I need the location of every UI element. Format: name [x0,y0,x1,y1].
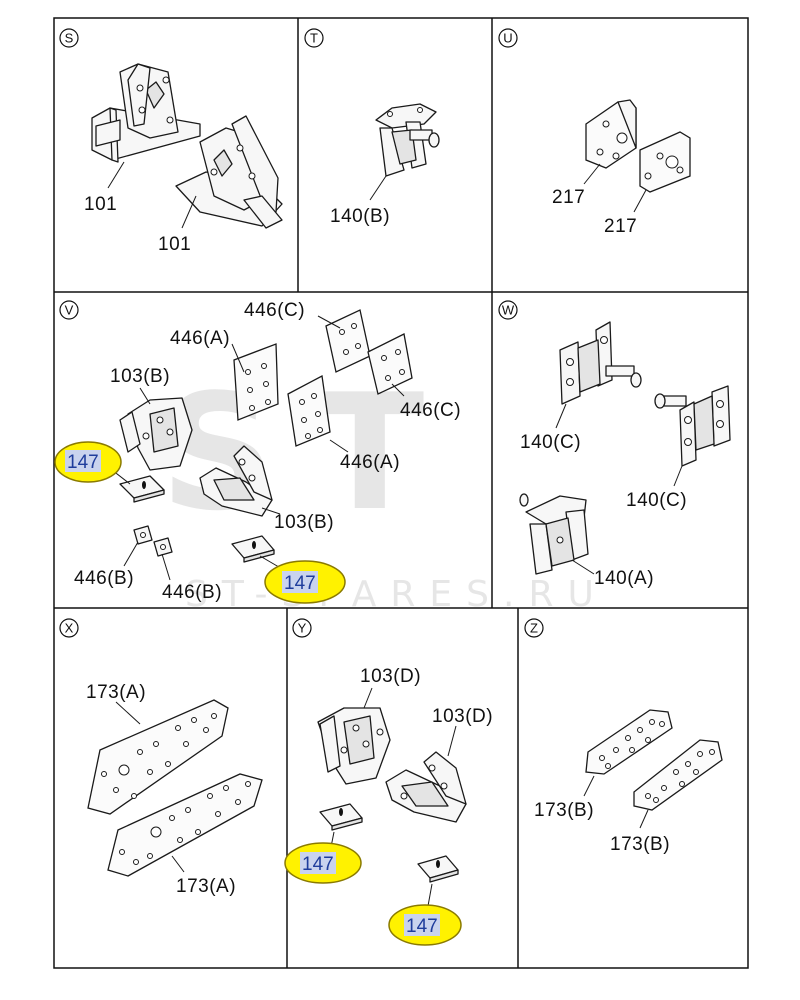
bracket-140c-lower [654,385,731,467]
bracket-101-lower [175,115,283,229]
label-446a-a: 446(A) [170,328,230,349]
label-173b-b: 173(B) [610,834,670,855]
label-103d-a: 103(D) [360,666,421,687]
wedge-147-upper [119,475,165,503]
plate-217-upper [585,99,637,169]
plate-446c-lower [367,333,413,395]
section-t-marker [304,28,324,48]
bracket-103d-lower [385,751,467,823]
label-446c-b: 446(C) [400,400,461,421]
label-446b-b: 446(B) [162,582,222,603]
bracket-140c-upper [559,321,642,405]
watermark-text: ST-SPARES.RU [185,574,608,615]
label-103b-b: 103(B) [274,512,334,533]
section-y-marker [292,618,312,638]
bracket-101-upper [91,63,201,163]
label-173b-a: 173(B) [534,800,594,821]
washer-446b-b [153,537,173,557]
bracket-103d-upper [317,707,391,785]
section-z: Z 173(B) 173(B) [524,618,723,855]
wedge-147-lower [231,535,275,563]
section-s-letter: S [65,31,74,46]
label-217-a: 217 [552,187,585,208]
bracket-140a [519,493,589,575]
section-t-letter: T [310,31,318,46]
section-v-letter: V [65,303,74,318]
label-147-v-b: 147 [284,573,316,594]
label-101-b: 101 [158,234,191,255]
label-173a-b: 173(A) [176,876,236,897]
label-140c-b: 140(C) [626,490,687,511]
plate-173b-lower [633,739,723,811]
section-w-letter: W [502,303,515,318]
section-x-letter: X [65,621,74,636]
section-u: U 217 217 [498,28,691,237]
label-103b-a: 103(B) [110,366,170,387]
section-s-marker [59,28,79,48]
section-u-letter: U [503,31,512,46]
section-y: Y 103(D) 103(D) [284,618,493,946]
label-147-v-a: 147 [67,452,99,473]
plate-173a-lower [107,773,263,877]
watermark: ST ST-SPARES.RU [160,359,608,615]
label-446c-a: 446(C) [244,300,305,321]
section-z-letter: Z [530,621,538,636]
plate-173b-upper [585,709,673,775]
highlight-147-v-upper: 147 [54,441,122,483]
section-u-marker [498,28,518,48]
bracket-140b [375,103,440,177]
plate-446a-upper [233,343,279,421]
label-217-b: 217 [604,216,637,237]
section-y-letter: Y [298,621,307,636]
plate-173a-upper [87,699,229,815]
section-s: S 101 101 [59,28,283,255]
washer-446b-a [133,525,153,545]
wedge-147-y-upper [319,803,363,831]
label-446a-b: 446(A) [340,452,400,473]
plate-217-lower [639,131,691,193]
label-140a: 140(A) [594,568,654,589]
highlight-147-y-upper: 147 [284,842,362,884]
section-v: V [54,300,461,604]
section-x-marker [59,618,79,638]
section-t: T 140(B) [304,28,440,227]
label-140b: 140(B) [330,206,390,227]
label-147-y-b: 147 [406,916,438,937]
label-147-y-a: 147 [302,854,334,875]
section-w-marker [498,300,518,320]
plate-446a-lower [287,374,331,447]
section-z-marker [524,618,544,638]
label-101-a: 101 [84,194,117,215]
section-v-marker [59,300,79,320]
label-446b-a: 446(B) [74,568,134,589]
wedge-147-y-lower [417,855,459,883]
bracket-103b-lower [199,445,273,517]
highlight-147-v-lower: 147 [264,560,346,604]
section-x: X 173(A) 173(A) [59,618,263,897]
label-103d-b: 103(D) [432,706,493,727]
label-140c-a: 140(C) [520,432,581,453]
section-w: W 140(C) 1 [498,300,731,589]
grid-frame [53,17,749,969]
bracket-103b-upper [119,397,193,471]
highlight-147-y-lower: 147 [388,904,462,946]
label-173a-a: 173(A) [86,682,146,703]
